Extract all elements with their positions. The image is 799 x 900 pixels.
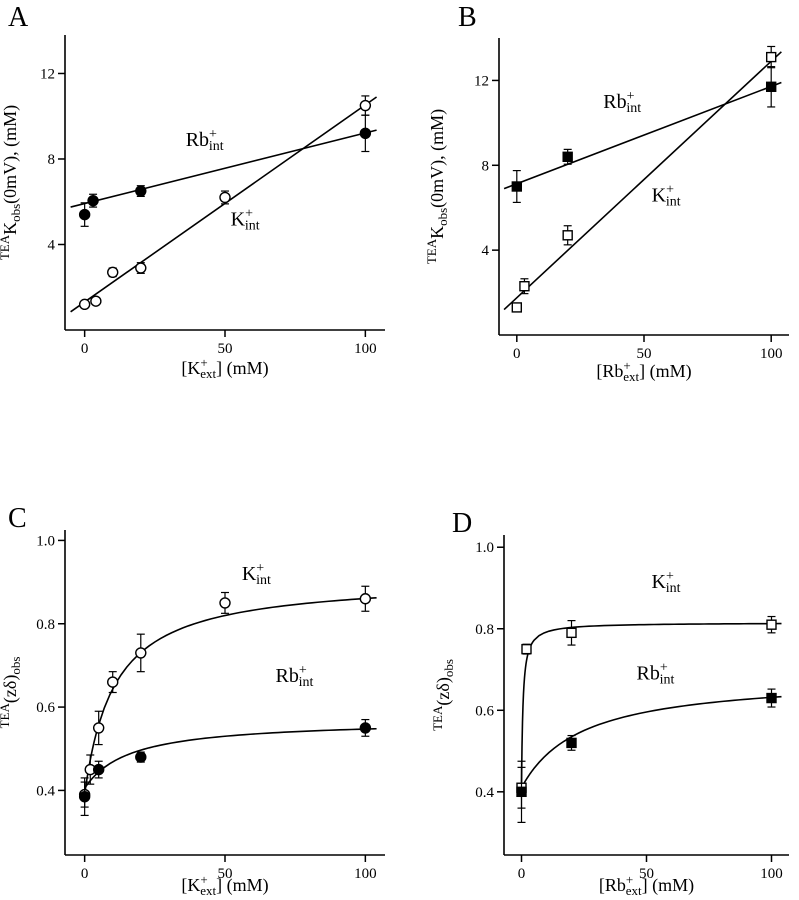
x-tick-label: 50: [218, 866, 233, 882]
x-tick-label: 50: [218, 341, 233, 357]
y-tick-label: 0.4: [36, 783, 55, 799]
fit-line: [503, 51, 782, 311]
x-tick-label: 0: [81, 866, 89, 882]
x-axis-label: [K+ ext] (mM): [181, 872, 268, 898]
data-point-marker: [566, 737, 577, 749]
x-tick-label: 50: [639, 866, 654, 882]
fit-curve: [83, 596, 377, 795]
data-point-marker: [562, 230, 573, 241]
y-tick-label: 0.8: [475, 622, 494, 638]
x-tick-label: 0: [513, 346, 521, 362]
y-tick-label: 12: [474, 73, 489, 89]
series-annotation: K+ int: [652, 182, 681, 209]
series-annotation: K+ int: [652, 569, 681, 596]
y-tick-label: 8: [48, 152, 56, 168]
x-tick-label: 100: [354, 866, 377, 882]
data-point-marker: [107, 266, 119, 278]
x-axis-label: [Rb+ ext] (mM): [599, 872, 694, 898]
y-tick-label: 1.0: [36, 533, 55, 549]
y-tick-label: 4: [482, 243, 490, 259]
y-tick-label: 0.4: [475, 785, 494, 801]
series-annotation: Rb+ int: [603, 89, 641, 116]
y-tick-label: 4: [48, 237, 56, 253]
panel-label-c: C: [8, 503, 27, 534]
y-tick-label: 0.6: [475, 703, 494, 719]
data-point-marker: [765, 81, 777, 92]
data-point-marker: [566, 627, 577, 639]
fit-line: [503, 81, 782, 190]
x-tick-label: 100: [760, 866, 783, 882]
data-point-marker: [135, 262, 147, 274]
panel-a-chart: 0 50 100 4 8 12 Rb+ int K+ int [K+ ext] (mM) TEAKobs…: [0, 35, 385, 381]
fit-curve: [520, 622, 782, 788]
y-tick-label: 0.8: [36, 617, 55, 633]
series-annotation: Rb+ int: [276, 663, 314, 690]
x-tick-label: 0: [81, 341, 89, 357]
data-point-marker: [521, 643, 532, 655]
panel-label-a: A: [8, 2, 29, 33]
data-point-marker: [359, 99, 372, 112]
data-point-marker: [87, 194, 99, 207]
data-point-marker: [78, 790, 91, 803]
panel-label-b: B: [458, 2, 477, 33]
data-point-marker: [359, 593, 372, 605]
data-point-marker: [135, 751, 147, 763]
fit-curve: [520, 695, 782, 789]
data-point-marker: [219, 597, 231, 609]
series-annotation: K+ int: [231, 206, 260, 233]
y-axis-label: TEA(zδ)obs: [430, 659, 456, 731]
series-annotation: Rb+ int: [186, 127, 224, 154]
data-point-marker: [766, 619, 777, 630]
series-annotation: K+ int: [242, 561, 271, 588]
panel-label-d: D: [452, 508, 473, 539]
panel-b-chart: 0 50 100 4 8 12 Rb+ int K+ int [Rb+ ext] (mM) TEAKob…: [424, 38, 789, 384]
data-point-marker: [519, 281, 530, 292]
data-point-marker: [135, 647, 147, 659]
data-point-marker: [766, 692, 777, 704]
x-axis-label: [K+ ext] (mM): [181, 355, 268, 381]
data-point-marker: [562, 151, 573, 163]
fit-line: [70, 129, 377, 208]
y-tick-label: 1.0: [475, 540, 494, 556]
data-point-marker: [107, 676, 119, 688]
y-tick-label: 0.6: [36, 700, 55, 716]
data-point-marker: [92, 722, 105, 734]
panel-d-chart: 0 50 100 0.4 0.6 0.8 1.0 K+ int Rb+ int [Rb+ ext] (m…: [430, 535, 789, 898]
data-point-marker: [765, 51, 777, 63]
y-axis-label: TEA(zδ)obs: [0, 657, 23, 729]
x-tick-label: 100: [354, 341, 377, 357]
y-tick-label: 8: [482, 158, 490, 174]
data-point-marker: [219, 191, 231, 204]
data-point-marker: [511, 181, 523, 192]
data-point-marker: [359, 127, 372, 140]
x-axis-label: [Rb+ ext] (mM): [596, 358, 691, 384]
data-point-marker: [92, 763, 105, 776]
data-point-marker: [78, 298, 91, 311]
y-axis-label: TEAKobs(0mV), (mM): [424, 109, 450, 264]
data-point-marker: [511, 302, 523, 313]
series-annotation: Rb+ int: [637, 661, 675, 688]
x-tick-label: 50: [637, 346, 652, 362]
data-point-marker: [78, 208, 91, 221]
panel-c-chart: 0 50 100 0.4 0.6 0.8 1.0 K+ int Rb+ int [K+ ext] (mM…: [0, 530, 385, 898]
y-axis-label: TEAKobs(0mV), (mM): [0, 105, 23, 260]
fit-curve: [83, 727, 377, 789]
data-point-marker: [359, 722, 372, 734]
data-point-marker: [135, 185, 147, 197]
y-tick-label: 12: [40, 66, 55, 82]
x-tick-label: 100: [760, 346, 783, 362]
data-point-marker: [516, 786, 527, 798]
x-tick-label: 0: [518, 866, 526, 882]
data-point-marker: [90, 295, 102, 307]
